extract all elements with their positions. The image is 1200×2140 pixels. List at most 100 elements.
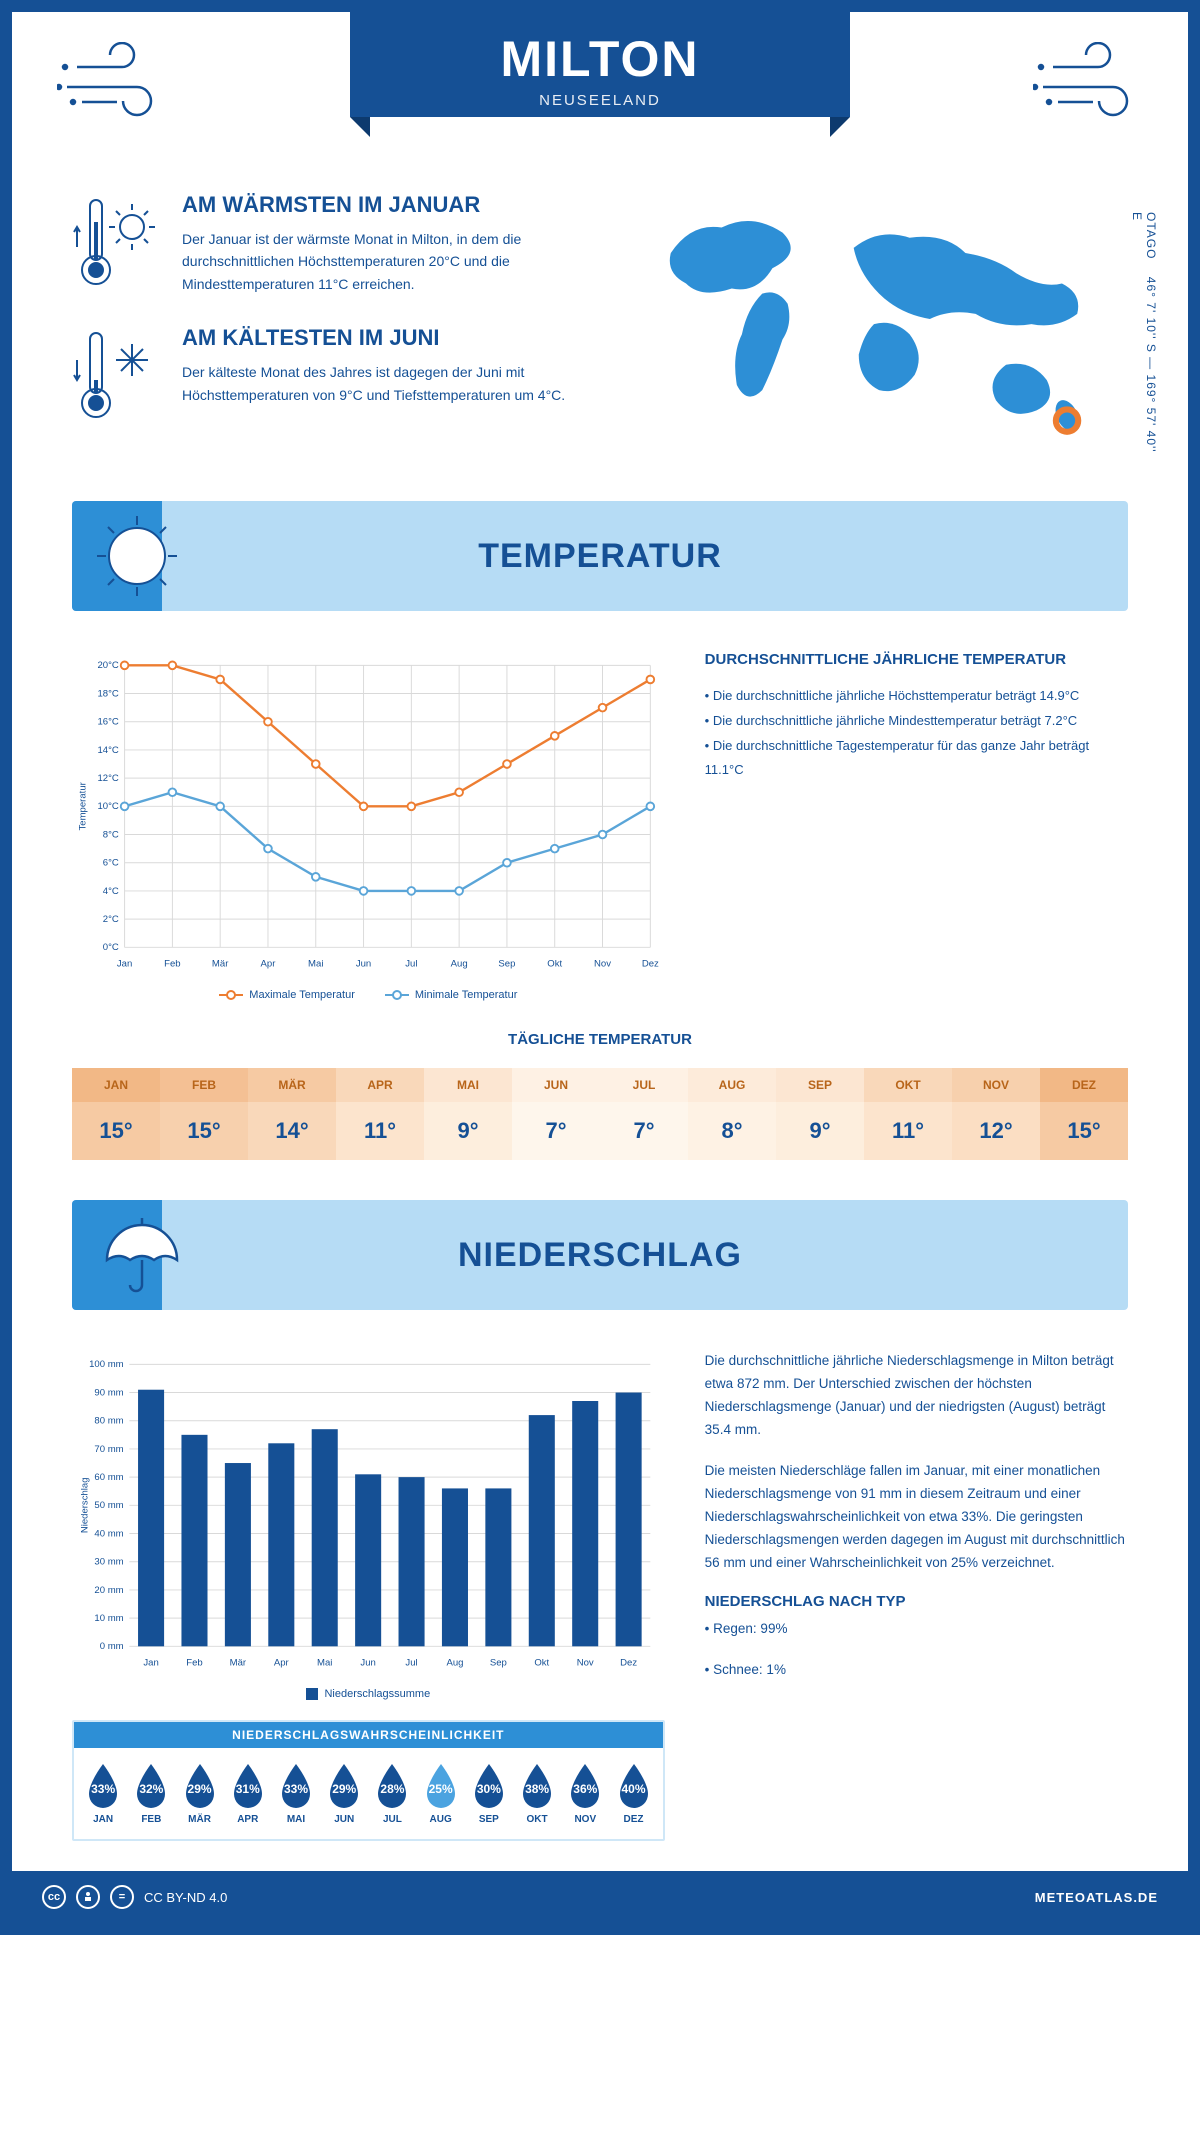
svg-text:Feb: Feb [186, 1658, 202, 1669]
svg-text:Nov: Nov [594, 959, 611, 970]
svg-text:Mär: Mär [212, 959, 229, 970]
svg-text:Mai: Mai [308, 959, 323, 970]
svg-text:0 mm: 0 mm [100, 1641, 124, 1652]
raindrop-icon: 36% [565, 1762, 605, 1810]
svg-text:2°C: 2°C [103, 914, 119, 925]
nd-icon: = [110, 1885, 134, 1909]
svg-text:Dez: Dez [642, 959, 659, 970]
title-banner: MILTON NEUSEELAND [350, 12, 850, 117]
temperature-info: DURCHSCHNITTLICHE JÄHRLICHE TEMPERATUR •… [705, 651, 1128, 1001]
svg-text:Temperatur: Temperatur [77, 782, 88, 831]
raindrop-icon: 40% [614, 1762, 654, 1810]
coordinates: OTAGO 46° 7' 10'' S — 169° 57' 40'' E [1130, 212, 1158, 461]
raindrop-icon: 33% [83, 1762, 123, 1810]
warmest-text: Der Januar ist der wärmste Monat in Milt… [182, 228, 580, 295]
prob-item: 38% OKT [514, 1762, 560, 1825]
svg-text:Sep: Sep [498, 959, 515, 970]
svg-text:4°C: 4°C [103, 886, 119, 897]
sun-icon [92, 511, 182, 606]
temp-col: MÄR 14° [248, 1068, 336, 1160]
temp-col: JAN 15° [72, 1068, 160, 1160]
wind-icon [1033, 42, 1143, 127]
legend-precip: Niederschlagssumme [306, 1688, 430, 1700]
svg-text:Mai: Mai [317, 1658, 332, 1669]
world-map [620, 192, 1128, 456]
svg-text:Sep: Sep [490, 1658, 507, 1669]
temperature-line-chart: 0°C2°C4°C6°C8°C10°C12°C14°C16°C18°C20°CJ… [72, 651, 665, 1001]
warmest-block: AM WÄRMSTEN IM JANUAR Der Januar ist der… [72, 192, 580, 295]
raindrop-icon: 32% [131, 1762, 171, 1810]
prob-item: 31% APR [225, 1762, 271, 1825]
raindrop-icon: 29% [324, 1762, 364, 1810]
coldest-text: Der kälteste Monat des Jahres ist dagege… [182, 361, 580, 406]
prob-item: 33% MAI [273, 1762, 319, 1825]
svg-text:Jan: Jan [117, 959, 132, 970]
svg-text:Jun: Jun [356, 959, 371, 970]
temp-col: SEP 9° [776, 1068, 864, 1160]
legend-min: Minimale Temperatur [385, 989, 518, 1001]
license-text: CC BY-ND 4.0 [144, 1890, 227, 1905]
raindrop-icon: 28% [372, 1762, 412, 1810]
raindrop-icon: 29% [180, 1762, 220, 1810]
svg-text:100 mm: 100 mm [89, 1359, 124, 1370]
prob-item: 30% SEP [466, 1762, 512, 1825]
svg-text:18°C: 18°C [98, 689, 119, 700]
svg-text:40 mm: 40 mm [94, 1529, 123, 1540]
section-title: NIEDERSCHLAG [458, 1236, 742, 1275]
thermometer-cold-icon [72, 325, 162, 425]
svg-text:Jul: Jul [405, 1658, 417, 1669]
precipitation-probability: NIEDERSCHLAGSWAHRSCHEINLICHKEIT 33% JAN … [72, 1720, 665, 1841]
svg-text:10°C: 10°C [98, 801, 119, 812]
raindrop-icon: 25% [421, 1762, 461, 1810]
warmest-title: AM WÄRMSTEN IM JANUAR [182, 192, 580, 218]
svg-text:Okt: Okt [534, 1658, 549, 1669]
svg-text:30 mm: 30 mm [94, 1557, 123, 1568]
svg-text:Jun: Jun [360, 1658, 375, 1669]
svg-text:Aug: Aug [451, 959, 468, 970]
footer: cc = CC BY-ND 4.0 METEOATLAS.DE [12, 1871, 1188, 1923]
svg-text:20 mm: 20 mm [94, 1585, 123, 1596]
prob-item: 36% NOV [562, 1762, 608, 1825]
temp-col: FEB 15° [160, 1068, 248, 1160]
raindrop-icon: 30% [469, 1762, 509, 1810]
svg-text:Okt: Okt [547, 959, 562, 970]
svg-text:0°C: 0°C [103, 942, 119, 953]
svg-text:Jan: Jan [143, 1658, 158, 1669]
intro-section: AM WÄRMSTEN IM JANUAR Der Januar ist der… [12, 172, 1188, 501]
svg-text:6°C: 6°C [103, 858, 119, 869]
prob-item: 25% AUG [418, 1762, 464, 1825]
prob-item: 29% MÄR [176, 1762, 222, 1825]
svg-text:Nov: Nov [577, 1658, 594, 1669]
thermometer-hot-icon [72, 192, 162, 292]
svg-text:Mär: Mär [230, 1658, 247, 1669]
temp-col: MAI 9° [424, 1068, 512, 1160]
header: MILTON NEUSEELAND [12, 12, 1188, 172]
section-title: TEMPERATUR [478, 537, 722, 576]
svg-text:14°C: 14°C [98, 745, 119, 756]
svg-text:90 mm: 90 mm [94, 1388, 123, 1399]
svg-text:70 mm: 70 mm [94, 1444, 123, 1455]
svg-text:Jul: Jul [405, 959, 417, 970]
temp-col: NOV 12° [952, 1068, 1040, 1160]
prob-item: 28% JUL [369, 1762, 415, 1825]
country-name: NEUSEELAND [350, 92, 850, 109]
cc-icon: cc [42, 1885, 66, 1909]
city-name: MILTON [350, 30, 850, 88]
svg-text:12°C: 12°C [98, 773, 119, 784]
coldest-block: AM KÄLTESTEN IM JUNI Der kälteste Monat … [72, 325, 580, 425]
precipitation-info: Die durchschnittliche jährliche Niedersc… [705, 1350, 1128, 1841]
umbrella-icon [92, 1210, 182, 1305]
temp-col: OKT 11° [864, 1068, 952, 1160]
svg-text:20°C: 20°C [98, 660, 119, 671]
temp-col: JUL 7° [600, 1068, 688, 1160]
svg-text:50 mm: 50 mm [94, 1500, 123, 1511]
svg-text:Feb: Feb [164, 959, 180, 970]
prob-item: 32% FEB [128, 1762, 174, 1825]
svg-text:16°C: 16°C [98, 717, 119, 728]
prob-item: 29% JUN [321, 1762, 367, 1825]
daily-temperature: TÄGLICHE TEMPERATUR JAN 15° FEB 15° MÄR … [12, 1021, 1188, 1200]
raindrop-icon: 38% [517, 1762, 557, 1810]
svg-text:Aug: Aug [446, 1658, 463, 1669]
coldest-title: AM KÄLTESTEN IM JUNI [182, 325, 580, 351]
wind-icon [57, 42, 167, 127]
